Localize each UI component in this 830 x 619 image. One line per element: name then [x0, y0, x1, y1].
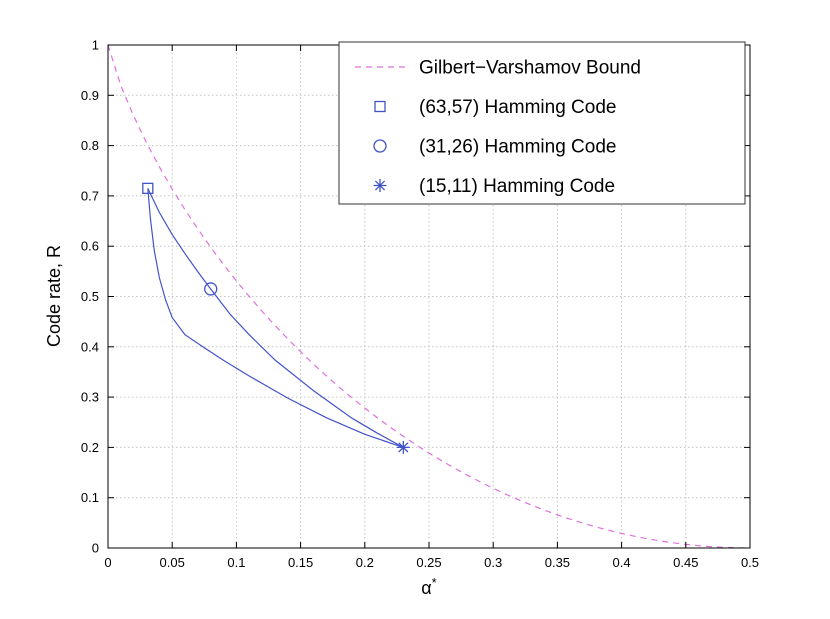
hamming-63-57-square-marker [142, 182, 154, 195]
legend-label-gv-bound: Gilbert−Varshamov Bound [419, 58, 641, 79]
x-tick-label: 0.45 [673, 555, 698, 570]
x-tick-label: 0.35 [545, 555, 570, 570]
hamming-31-26-circle-marker [204, 282, 218, 296]
y-tick-label: 0.4 [81, 339, 99, 354]
y-tick-label: 0.9 [81, 88, 99, 103]
hamming-curve-lower-line [147, 188, 404, 448]
hamming-curve-upper-line [147, 188, 404, 448]
y-tick-label: 1 [92, 38, 99, 53]
legend-box [338, 41, 746, 205]
y-tick-label: 0.1 [81, 490, 99, 505]
y-tick-label: 0.7 [81, 188, 99, 203]
x-tick-label: 0.15 [288, 555, 313, 570]
y-tick-label: 0.5 [81, 289, 99, 304]
x-tick-label: 0 [104, 555, 111, 570]
y-tick-label: 0.6 [81, 239, 99, 254]
legend-hamming-63-57-square-marker [374, 100, 386, 113]
legend-label-hamming-31-26: (31,26) Hamming Code [419, 137, 616, 158]
x-tick-label: 0.1 [227, 555, 245, 570]
x-tick-label: 0.4 [613, 555, 631, 570]
plot-layer: 0 0.05 0.1 0.15 0.2 0.25 0.3 0.35 0.4 0.45 0.5 0 0.1… [81, 38, 759, 571]
y-tick-label: 0.8 [81, 138, 99, 153]
x-tick-label: 0.5 [741, 555, 759, 570]
x-tick-label: 0.2 [356, 555, 374, 570]
x-tick-label: 0.25 [416, 555, 441, 570]
legend-hamming-31-26-circle-marker [373, 139, 387, 153]
y-tick-label: 0.2 [81, 440, 99, 455]
hamming-15-11-asterisk-marker [396, 440, 410, 454]
legend-hamming-15-11-asterisk-marker [373, 179, 387, 192]
legend-label-hamming-15-11: (15,11) Hamming Code [419, 176, 615, 197]
x-tick-label: 0.05 [160, 555, 185, 570]
x-tick-label: 0.3 [484, 555, 502, 570]
y-tick-label: 0.3 [81, 390, 99, 405]
gv-bound-line [107, 44, 751, 549]
y-axis-label: Code rate, R [44, 245, 64, 347]
y-tick-label: 0 [92, 541, 99, 556]
x-axis-label: α* [421, 575, 436, 598]
legend-label-hamming-63-57: (63,57) Hamming Code [419, 97, 616, 118]
